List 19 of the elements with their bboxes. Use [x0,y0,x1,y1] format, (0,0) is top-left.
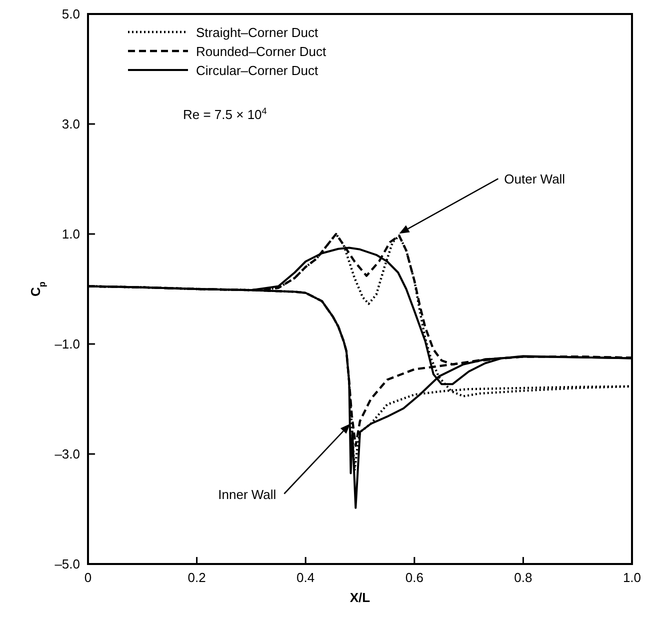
x-tick-label: 0.8 [514,570,532,585]
x-tick-label: 0.2 [188,570,206,585]
legend-label: Straight–Corner Duct [196,25,318,40]
annotation: Re = 7.5 × 10$^{4}$ [183,106,267,122]
y-tick-label: –1.0 [54,336,80,352]
x-tick-label: 0 [84,570,92,585]
legend-label: Circular–Corner Duct [196,63,318,78]
y-tick-label: 5.0 [62,6,80,22]
x-tick-label: 1.0 [622,570,642,585]
y-tick-label: 3.0 [62,116,80,132]
y-tick-label: –3.0 [54,446,80,462]
annotation: Outer Wall [504,172,566,187]
y-tick-label: –5.0 [54,556,80,572]
legend-label: Rounded–Corner Duct [196,44,326,59]
x-tick-label: 0.4 [296,570,315,585]
y-tick-label: 1.0 [62,226,80,242]
annotation: Inner Wall [218,486,276,502]
x-axis-title: X/L [350,590,370,605]
x-tick-label: 0.6 [405,570,424,585]
